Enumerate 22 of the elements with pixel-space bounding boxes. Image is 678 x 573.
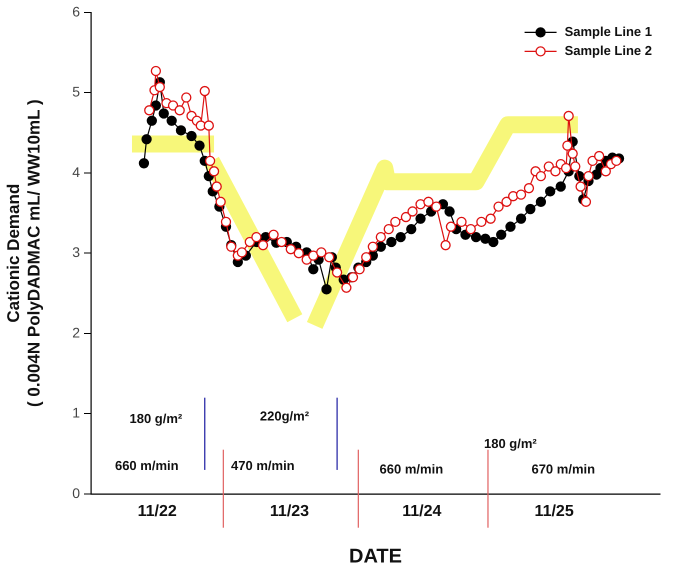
legend-label: Sample Line 1 [564,24,652,39]
x-tick-label: 11/22 [138,503,177,520]
y-tick-label: 0 [72,484,80,501]
y-tick-label: 3 [72,244,80,260]
x-axis-title: DATE [349,546,402,568]
annotation: 660 m/min [380,462,444,476]
x-tick-label: 11/25 [534,503,574,520]
annotation: 660 m/min [114,458,179,474]
y-tick-label: 6 [72,3,80,20]
annotation: 180 g/m² [129,410,183,426]
x-tick-label: 11/23 [270,503,310,520]
y-tick-label: 2 [72,324,80,340]
annotation: 180 g/m² [484,436,538,451]
annotation: 470 m/min [231,458,295,474]
x-tick-label: 11/24 [402,503,442,520]
annotation: 670 m/min [531,462,596,476]
legend-label: Sample Line 2 [564,42,652,58]
y-tick-label: 4 [72,164,80,180]
y-tick-label: 5 [72,84,80,100]
y-tick-label: 1 [72,404,80,421]
y-axis-title: Cationic Demand ( 0.004N PolyDADMAC mL/ WW10mL ) [4,99,44,408]
annotation: 220g/m² [260,408,310,424]
